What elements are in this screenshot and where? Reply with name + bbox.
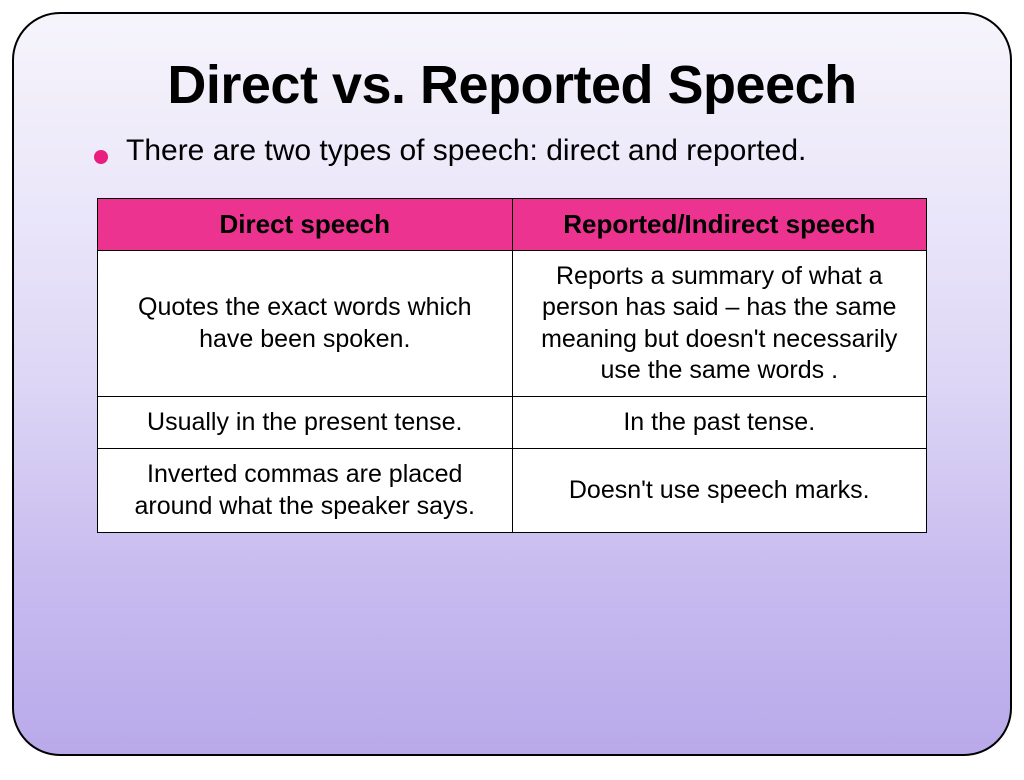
table-cell: In the past tense.	[512, 397, 927, 449]
slide-title: Direct vs. Reported Speech	[74, 54, 950, 116]
table-cell: Quotes the exact words which have been s…	[98, 251, 513, 397]
table-cell: Usually in the present tense.	[98, 397, 513, 449]
table-row: Quotes the exact words which have been s…	[98, 251, 927, 397]
table-header-reported: Reported/Indirect speech	[512, 199, 927, 251]
table-cell: Inverted commas are placed around what t…	[98, 449, 513, 533]
table-header-row: Direct speech Reported/Indirect speech	[98, 199, 927, 251]
comparison-table: Direct speech Reported/Indirect speech Q…	[97, 198, 927, 533]
table-row: Inverted commas are placed around what t…	[98, 449, 927, 533]
table-row: Usually in the present tense. In the pas…	[98, 397, 927, 449]
bullet-line: There are two types of speech: direct an…	[94, 134, 950, 168]
bullet-text: There are two types of speech: direct an…	[126, 134, 806, 168]
bullet-dot-icon	[94, 150, 108, 164]
table-cell: Doesn't use speech marks.	[512, 449, 927, 533]
slide-frame: Direct vs. Reported Speech There are two…	[12, 12, 1012, 756]
table-header-direct: Direct speech	[98, 199, 513, 251]
table-cell: Reports a summary of what a person has s…	[512, 251, 927, 397]
